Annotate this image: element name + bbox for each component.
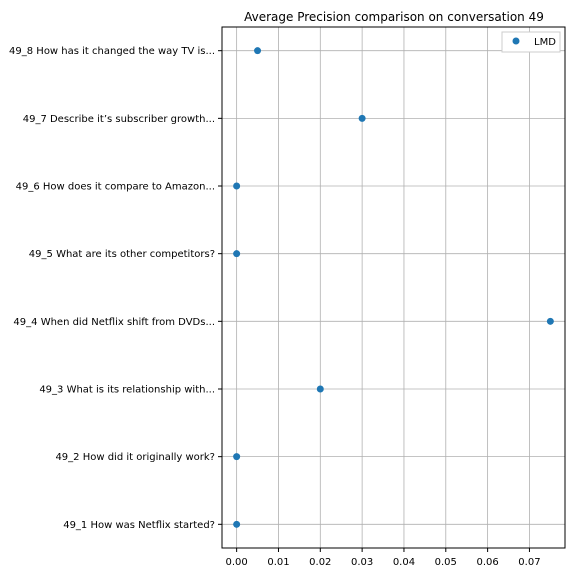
data-point bbox=[254, 47, 262, 55]
points-layer bbox=[233, 47, 554, 528]
y-category-label: 49_7 Describe it’s subscriber growth... bbox=[23, 114, 215, 125]
data-point bbox=[316, 385, 324, 393]
x-tick-label: 0.07 bbox=[518, 557, 540, 568]
x-tick-label: 0.06 bbox=[476, 557, 498, 568]
x-tick-label: 0.02 bbox=[309, 557, 331, 568]
y-category-label: 49_1 How was Netflix started? bbox=[63, 520, 215, 531]
data-point bbox=[546, 317, 554, 325]
data-point bbox=[233, 520, 241, 528]
x-tick-label: 0.01 bbox=[267, 557, 289, 568]
y-category-label: 49_8 How has it changed the way TV is... bbox=[9, 46, 215, 57]
legend: LMD bbox=[501, 31, 561, 53]
ticks-layer: 0.00 0.01 0.02 0.03 0.04 0.05 0.06 0.07 49_1 How… bbox=[9, 46, 541, 568]
x-tick-label: 0.03 bbox=[351, 557, 373, 568]
legend-series-marker bbox=[512, 37, 520, 45]
y-category-label: 49_6 How does it compare to Amazon... bbox=[16, 182, 215, 193]
legend-box bbox=[501, 31, 561, 53]
y-category-label: 49_3 What is its relationship with... bbox=[39, 384, 215, 395]
data-point bbox=[358, 114, 366, 122]
data-point bbox=[233, 182, 241, 190]
x-tick-label: 0.05 bbox=[435, 557, 457, 568]
y-category-label: 49_5 What are its other competitors? bbox=[29, 249, 215, 260]
grid-layer bbox=[222, 27, 565, 548]
y-category-label: 49_2 How did it originally work? bbox=[55, 452, 215, 463]
x-tick-label: 0.00 bbox=[226, 557, 248, 568]
y-category-label: 49_4 When did Netflix shift from DVDs... bbox=[13, 317, 215, 328]
x-tick-label: 0.04 bbox=[393, 557, 415, 568]
data-point bbox=[233, 250, 241, 258]
data-point bbox=[233, 453, 241, 461]
chart-title: Average Precision comparison on conversa… bbox=[244, 10, 544, 24]
legend-series-label: LMD bbox=[534, 37, 556, 48]
plot-area-frame bbox=[221, 26, 566, 549]
